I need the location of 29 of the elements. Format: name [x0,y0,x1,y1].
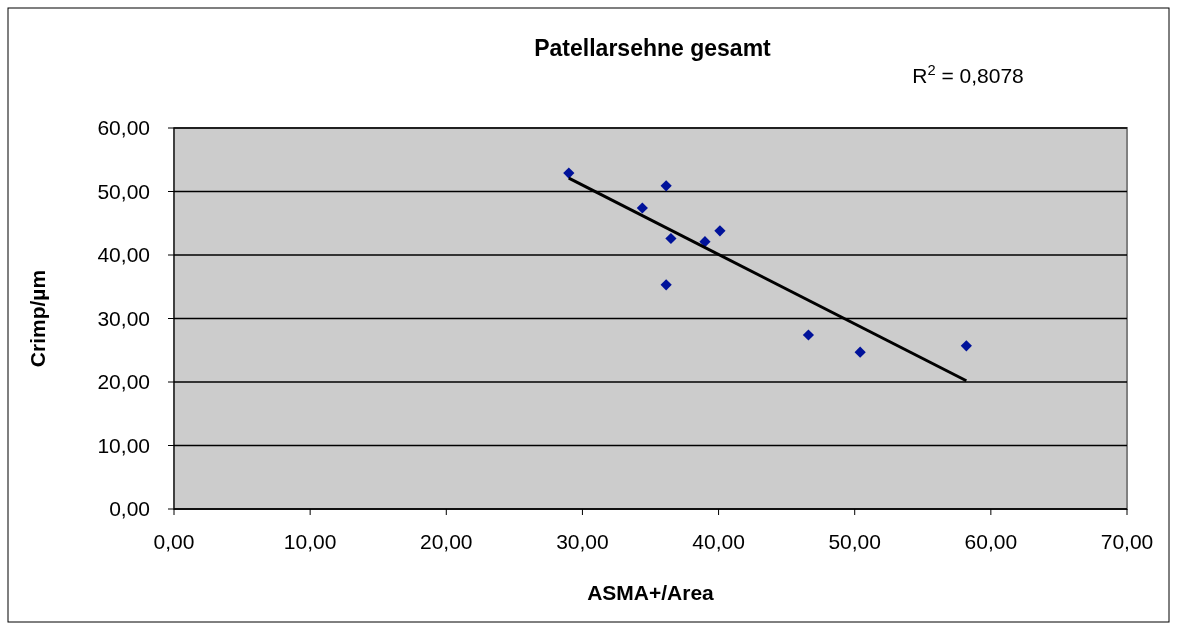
x-tick-label: 40,00 [692,530,745,553]
y-tick-label: 0,00 [109,497,150,520]
y-tick-label: 30,00 [97,306,150,330]
x-tick-label: 20,00 [420,530,473,553]
text: R$^{2}$ = 0,8078 [912,62,1024,87]
y-tick-label: 60,00 [97,116,150,139]
y-tick-label: 50,00 [97,179,150,203]
x-tick-label: 10,00 [283,530,337,553]
point [714,225,726,237]
y-tick-label: 40,00 [97,243,150,266]
x-tick-label: 50,00 [828,530,881,553]
point [660,279,672,291]
point [854,346,866,358]
y-tick-label: 10,00 [97,433,150,457]
y-tick-label: 20,00 [97,370,150,393]
point [665,232,677,245]
x-tick-label: 30,00 [556,530,609,553]
point [563,167,575,179]
chart-title: Patellarsehne gesamt [534,35,772,61]
point [699,236,711,248]
y-axis-title: Crimp/µm [26,269,49,368]
point [960,340,972,352]
x-tick-label: 0,00 [153,530,195,553]
x-tick-label: 70,00 [1100,530,1154,553]
x-axis-title: ASMA+/Area [587,581,715,604]
point [660,180,672,192]
point [802,329,815,341]
point [636,202,648,214]
x-tick-label: 60,00 [964,530,1018,553]
